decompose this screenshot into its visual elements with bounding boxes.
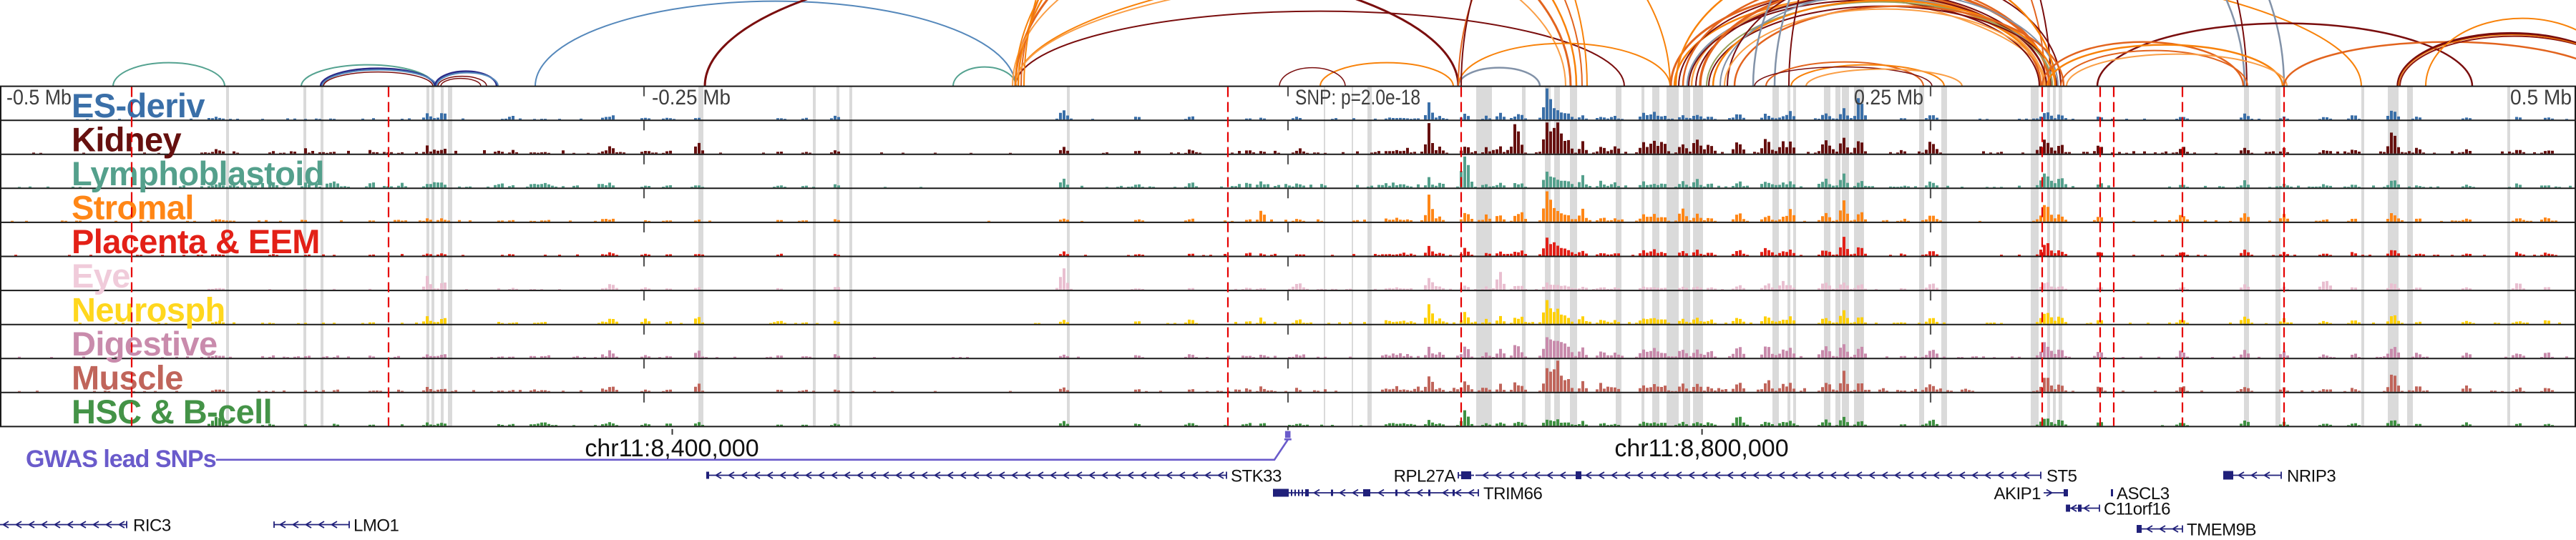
svg-text:Lymphoblastoid: Lymphoblastoid — [72, 154, 324, 192]
svg-text:0.25 Mb: 0.25 Mb — [1854, 86, 1923, 109]
svg-text:AKIP1: AKIP1 — [1994, 484, 2041, 504]
svg-text:C11orf16: C11orf16 — [2104, 500, 2170, 519]
svg-text:Digestive: Digestive — [72, 325, 218, 363]
svg-text:Placenta & EEM: Placenta & EEM — [72, 222, 320, 260]
svg-text:STK33: STK33 — [1231, 467, 1282, 486]
svg-text:RIC3: RIC3 — [133, 516, 171, 536]
svg-text:RPL27A: RPL27A — [1394, 467, 1456, 486]
svg-text:Neurosph: Neurosph — [72, 290, 225, 328]
svg-text:Kidney: Kidney — [72, 121, 182, 159]
svg-text:Stromal: Stromal — [72, 189, 194, 227]
svg-text:LMO1: LMO1 — [353, 516, 399, 536]
svg-text:chr11:8,800,000: chr11:8,800,000 — [1614, 435, 1788, 462]
svg-text:HSC & B-cell: HSC & B-cell — [72, 393, 272, 431]
svg-text:SNP: p=2.0e-18: SNP: p=2.0e-18 — [1295, 86, 1420, 109]
svg-text:TRIM66: TRIM66 — [1483, 484, 1543, 504]
svg-text:Eye: Eye — [72, 257, 130, 295]
svg-text:0.5 Mb: 0.5 Mb — [2510, 86, 2572, 109]
svg-text:-0.25 Mb: -0.25 Mb — [652, 86, 731, 109]
svg-text:NRIP3: NRIP3 — [2287, 467, 2336, 486]
svg-text:ST5: ST5 — [2046, 467, 2077, 486]
svg-text:-0.5 Mb: -0.5 Mb — [6, 86, 72, 109]
svg-text:Muscle: Muscle — [72, 359, 183, 397]
svg-text:ASCL3: ASCL3 — [2117, 484, 2170, 504]
svg-text:chr11:8,400,000: chr11:8,400,000 — [585, 435, 758, 462]
svg-text:TMEM9B: TMEM9B — [2187, 521, 2256, 537]
svg-text:ES-deriv: ES-deriv — [72, 87, 205, 124]
svg-text:GWAS lead SNPs: GWAS lead SNPs — [26, 446, 216, 473]
